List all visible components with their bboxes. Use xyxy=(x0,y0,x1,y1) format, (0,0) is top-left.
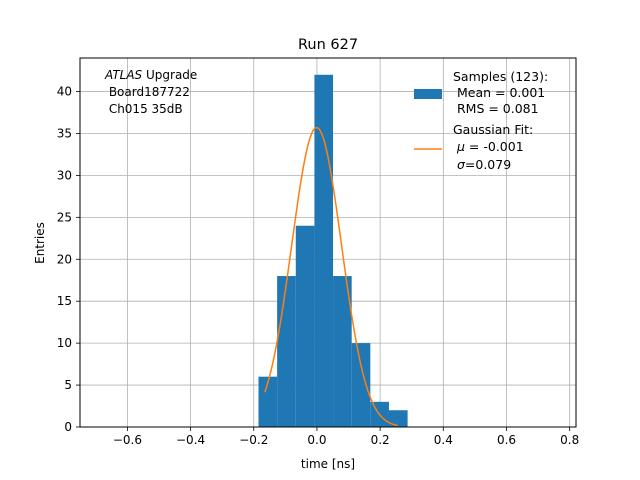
y-tick-label: 10 xyxy=(57,336,72,350)
annotation-line-1: ATLAS Upgrade xyxy=(104,68,197,82)
legend-swatch-samples xyxy=(414,89,442,99)
histogram-bars xyxy=(258,74,408,427)
atlas-annotation: ATLAS Upgrade Board187722 Ch015 35dB xyxy=(104,68,197,116)
legend-fit-line-1: Gaussian Fit: xyxy=(453,122,533,137)
y-tick-label: 15 xyxy=(57,294,72,308)
x-tick-label: 0.4 xyxy=(434,433,453,447)
histogram-bar-1 xyxy=(277,276,296,427)
y-tick-label: 30 xyxy=(57,168,72,182)
plot-frame xyxy=(79,57,577,428)
annotation-line-2: Board187722 xyxy=(105,85,190,99)
legend-samples-mean: Mean = 0.001 xyxy=(453,85,545,100)
y-tick-label: 0 xyxy=(64,420,72,434)
sigma-symbol: σ xyxy=(453,157,466,172)
histogram-bar-7 xyxy=(388,410,408,427)
chart-title: Run 627 xyxy=(298,37,358,53)
histogram-bar-5 xyxy=(351,343,371,427)
histogram-bar-0 xyxy=(258,376,278,427)
y-tick-label: 5 xyxy=(64,378,72,392)
x-tick-label: 0.6 xyxy=(497,433,516,447)
gaussian-fit-layer xyxy=(264,126,398,427)
gaussian-fit-curve xyxy=(264,126,398,427)
histogram-bar-4 xyxy=(333,276,352,427)
histogram-bar-2 xyxy=(295,225,315,427)
mu-value: -0.001 xyxy=(483,139,523,154)
x-axis-label: time [ns] xyxy=(301,457,355,471)
x-tick-label: 0.0 xyxy=(307,433,326,447)
y-axis-label: Entries xyxy=(33,222,47,264)
legend-samples-line-1: Samples (123): xyxy=(453,69,548,84)
y-tick-label: 40 xyxy=(57,85,72,99)
legend-samples-rms: RMS = 0.081 xyxy=(453,101,539,116)
mu-symbol: μ = xyxy=(453,139,483,154)
y-tick-label: 25 xyxy=(57,210,72,224)
x-tick-label: −0.2 xyxy=(239,433,268,447)
legend-fit-mu: μ = -0.001 xyxy=(453,139,524,154)
sigma-value: =0.079 xyxy=(465,157,511,172)
upgrade-label: Upgrade xyxy=(142,68,197,82)
y-tick-label: 20 xyxy=(57,252,72,266)
y-axis-ticks: 0 5 10 15 20 25 30 35 40 xyxy=(57,85,80,434)
x-tick-label: −0.6 xyxy=(113,433,142,447)
x-tick-label: 0.8 xyxy=(560,433,579,447)
x-tick-label: −0.4 xyxy=(176,433,205,447)
annotation-line-3: Ch015 35dB xyxy=(105,102,183,116)
x-tick-label: 0.2 xyxy=(371,433,390,447)
atlas-label: ATLAS xyxy=(104,68,143,82)
legend-fit-sigma: σ=0.079 xyxy=(453,157,511,172)
y-tick-label: 35 xyxy=(57,126,72,140)
legend: Samples (123): Mean = 0.001 RMS = 0.081 … xyxy=(414,69,548,172)
x-axis-ticks: −0.6 −0.4 −0.2 0.0 0.2 0.4 0.6 0.8 xyxy=(113,427,579,447)
